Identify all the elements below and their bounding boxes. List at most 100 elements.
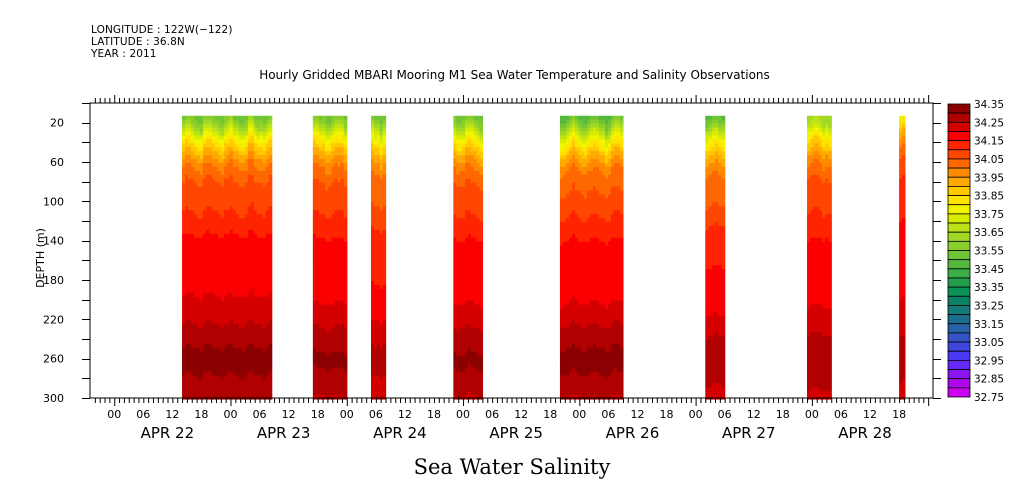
heatmap-cell — [312, 359, 317, 365]
heatmap-cell — [586, 355, 591, 361]
heatmap-cell — [343, 178, 348, 184]
heatmap-cell — [312, 320, 317, 325]
heatmap-cell — [382, 119, 387, 125]
heatmap-cell — [247, 115, 252, 121]
heatmap-cell — [232, 371, 237, 376]
heatmap-cell — [343, 296, 348, 302]
heatmap-cell — [256, 127, 261, 133]
heatmap-cell — [182, 139, 186, 144]
heatmap-cell — [250, 339, 255, 345]
heatmap-cell — [580, 257, 585, 262]
heatmap-cell — [268, 277, 273, 282]
heatmap-cell — [453, 351, 457, 357]
heatmap-cell — [214, 170, 219, 176]
heatmap-cell — [226, 170, 231, 176]
heatmap-cell — [229, 339, 234, 345]
heatmap-cell — [259, 261, 264, 266]
heatmap-cell — [459, 178, 463, 184]
heatmap-cell — [337, 351, 342, 357]
heatmap-cell — [456, 147, 460, 152]
heatmap-cell — [208, 280, 213, 286]
heatmap-cell — [331, 284, 336, 290]
heatmap-cell — [571, 221, 576, 227]
heatmap-cell — [217, 371, 222, 376]
heatmap-cell — [247, 383, 252, 388]
heatmap-cell — [379, 218, 384, 223]
heatmap-cell — [259, 339, 264, 345]
heatmap-cell — [226, 336, 231, 341]
heatmap-cell — [580, 332, 585, 337]
heatmap-cell — [331, 387, 336, 392]
heatmap-cell — [194, 343, 198, 349]
heatmap-cell — [589, 225, 594, 231]
heatmap-cell — [185, 119, 189, 125]
heatmap-cell — [265, 328, 270, 333]
heatmap-cell — [453, 166, 457, 172]
heatmap-cell — [205, 395, 210, 400]
heatmap-cell — [265, 355, 270, 361]
heatmap-cell — [577, 229, 582, 235]
heatmap-cell — [592, 233, 597, 239]
heatmap-cell — [568, 241, 573, 247]
heatmap-cell — [208, 186, 213, 192]
heatmap-cell — [337, 139, 342, 144]
heatmap-cell — [379, 221, 384, 227]
heatmap-cell — [232, 343, 237, 349]
heatmap-cell — [196, 182, 201, 188]
heatmap-cell — [217, 273, 222, 278]
heatmap-cell — [328, 190, 332, 196]
heatmap-cell — [220, 284, 225, 290]
heatmap-cell — [223, 395, 228, 400]
heatmap-cell — [592, 241, 597, 247]
heatmap-cell — [238, 123, 243, 129]
heatmap-cell — [565, 253, 570, 258]
heatmap-cell — [211, 316, 216, 321]
heatmap-cell — [205, 237, 210, 243]
heatmap-cell — [376, 359, 381, 365]
heatmap-cell — [256, 379, 261, 384]
heatmap-cell — [262, 249, 267, 255]
heatmap-cell — [592, 355, 597, 361]
heatmap-cell — [196, 241, 201, 247]
heatmap-cell — [211, 367, 216, 373]
heatmap-cell — [217, 155, 222, 160]
heatmap-cell — [250, 261, 255, 266]
heatmap-cell — [223, 115, 228, 121]
heatmap-cell — [241, 190, 246, 196]
heatmap-cell — [456, 218, 460, 223]
heatmap-cell — [331, 131, 336, 137]
heatmap-cell — [583, 292, 588, 298]
heatmap-cell — [464, 383, 469, 388]
heatmap-cell — [208, 198, 213, 203]
heatmap-cell — [328, 245, 332, 251]
heatmap-cell — [568, 151, 573, 156]
heatmap-cell — [592, 312, 597, 317]
heatmap-cell — [343, 269, 348, 274]
heatmap-cell — [191, 159, 195, 164]
heatmap-cell — [220, 178, 225, 184]
heatmap-cell — [253, 131, 258, 137]
heatmap-cell — [312, 253, 317, 258]
heatmap-cell — [462, 257, 466, 262]
heatmap-cell — [229, 284, 234, 290]
heatmap-cell — [328, 147, 332, 152]
heatmap-cell — [453, 206, 457, 211]
heatmap-cell — [199, 166, 204, 172]
heatmap-cell — [376, 324, 381, 329]
heatmap-cell — [232, 229, 237, 235]
heatmap-cell — [568, 343, 573, 349]
heatmap-cell — [191, 249, 195, 255]
heatmap-cell — [229, 324, 234, 329]
heatmap-cell — [456, 253, 460, 258]
heatmap-cell — [462, 210, 466, 215]
heatmap-cell — [253, 324, 258, 329]
heatmap-cell — [211, 194, 216, 199]
heatmap-cell — [319, 178, 323, 184]
heatmap-cell — [467, 190, 472, 196]
heatmap-cell — [208, 359, 213, 365]
heatmap-cell — [214, 351, 219, 357]
heatmap-cell — [259, 391, 264, 396]
heatmap-cell — [583, 194, 588, 199]
heatmap-cell — [574, 273, 579, 278]
